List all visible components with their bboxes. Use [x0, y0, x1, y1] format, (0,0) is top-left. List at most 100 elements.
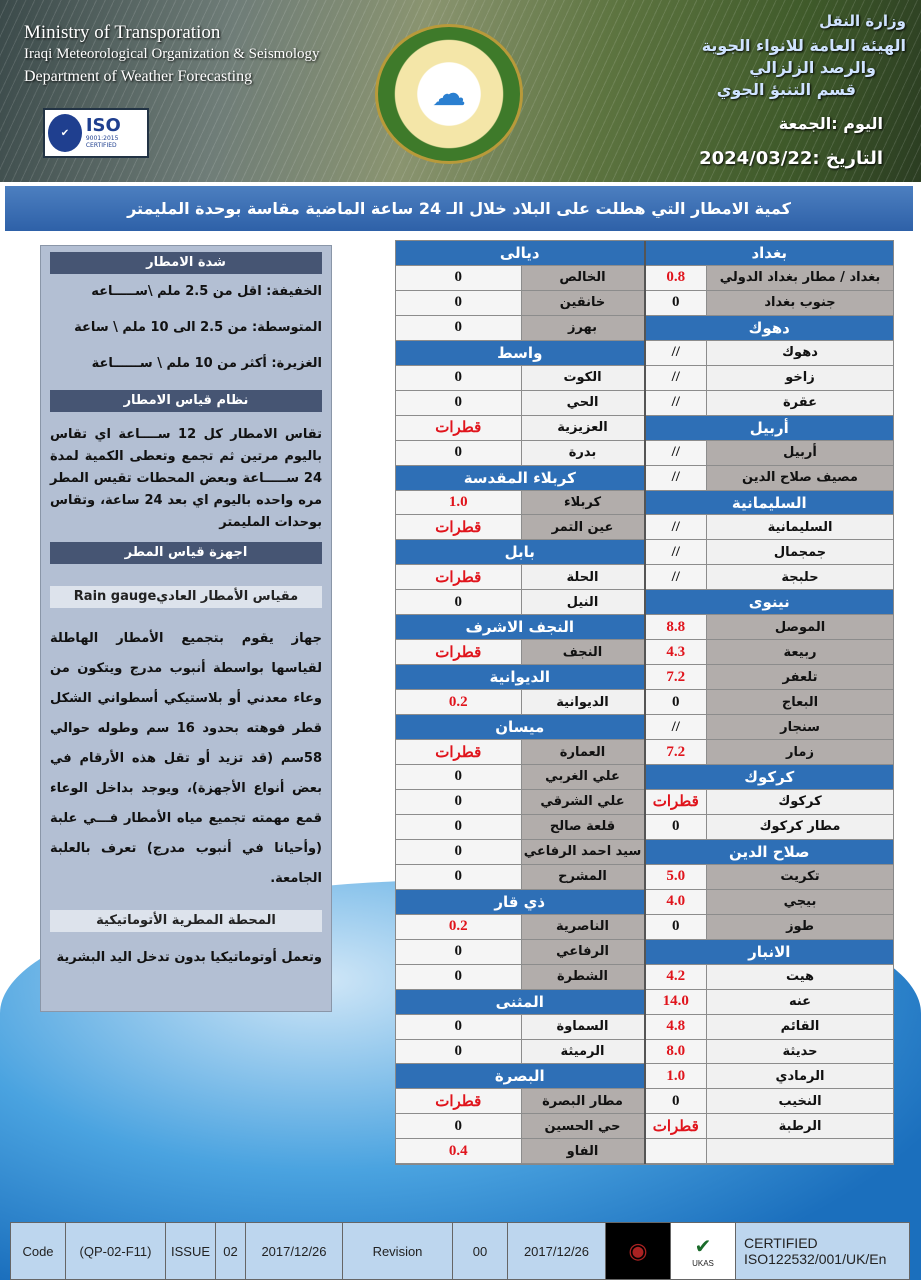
- station-name: الديوانية: [520, 690, 644, 715]
- rainfall-value: 0.2: [396, 690, 521, 715]
- station-row: الناصرية 0.2: [396, 914, 644, 940]
- station-row: الكوت 0: [396, 365, 644, 391]
- rainfall-value: 0: [645, 690, 706, 715]
- station-name: عنه: [706, 989, 893, 1014]
- table-column-left: ديالى الخالص 0 خانقين 0 بهرز 0 واسط الكوت 0 الحي 0 ا…: [396, 241, 646, 1165]
- station-name: جنوب بغداد: [706, 290, 893, 315]
- governorate-header: كركوك: [645, 765, 893, 790]
- station-row: البعاج 0: [645, 690, 893, 716]
- station-row: قلعة صالح 0: [396, 814, 644, 840]
- station-row: الموصل 8.8: [645, 615, 893, 641]
- org-ar: الهيئة العامة للانواء الجوية: [701, 36, 906, 55]
- station-name: قلعة صالح: [520, 814, 644, 839]
- day-label: اليوم :الجمعة: [778, 114, 883, 133]
- station-name: علي الشرقي: [520, 789, 644, 814]
- rainfall-value: 4.2: [645, 964, 706, 989]
- org-en: Iraqi Meteorological Organization & Seis…: [24, 46, 320, 62]
- rainfall-value: قطرات: [396, 515, 521, 540]
- rainfall-value: //: [645, 465, 706, 490]
- station-row: الرفاعي 0: [396, 939, 644, 965]
- rainfall-value: 4.0: [645, 889, 706, 914]
- organization-seal-logo: ☁: [375, 24, 523, 164]
- station-row: النجف قطرات: [396, 640, 644, 666]
- station-name: الرطبة: [706, 1114, 893, 1139]
- station-name: العزيزية: [520, 415, 644, 440]
- station-name: عين التمر: [520, 515, 644, 540]
- rainfall-value: 0: [396, 765, 521, 789]
- rainfall-value: 14.0: [645, 989, 706, 1014]
- station-name: جمجمال: [706, 540, 893, 565]
- station-row: بهرز 0: [396, 315, 644, 341]
- station-name: مطار كركوك: [706, 814, 893, 839]
- seismology-ar: والرصد الزلزالي: [749, 58, 876, 77]
- auto-station-title: المحطة المطرية الأتوماتيكية: [50, 910, 322, 932]
- station-name: القائم: [706, 1014, 893, 1039]
- station-name: طوز: [706, 914, 893, 939]
- ministry-en: Ministry of Transporation: [24, 22, 221, 43]
- station-row: بغداد / مطار بغداد الدولي 0.8: [645, 265, 893, 291]
- sun-cloud-icon: ☁: [432, 74, 466, 114]
- system-title: نظام قياس الامطار: [50, 390, 322, 412]
- station-row: بدرة 0: [396, 440, 644, 466]
- station-row: السماوة 0: [396, 1014, 644, 1040]
- devices-title: اجهزة قياس المطر: [50, 542, 322, 564]
- rainfall-value: 0.2: [396, 914, 521, 939]
- footer-revision-label: Revision: [343, 1223, 453, 1279]
- station-name: السليمانية: [706, 515, 893, 540]
- station-name: دهوك: [706, 340, 893, 365]
- station-name: البعاج: [706, 690, 893, 715]
- station-row: الديوانية 0.2: [396, 690, 644, 716]
- rainfall-value: 0: [396, 390, 521, 415]
- ukas-logo: ✔ UKAS: [671, 1223, 736, 1279]
- station-name: سيد احمد الرفاعي: [520, 839, 644, 864]
- footer-issue: 02: [216, 1223, 246, 1279]
- station-name: مصيف صلاح الدين: [706, 465, 893, 490]
- governorate-header: نينوى: [645, 590, 893, 616]
- auto-station-text: وتعمل أوتوماتيكيا بدون تدخل اليد البشرية: [56, 950, 323, 965]
- station-name: الحلة: [520, 565, 644, 590]
- rainfall-value: 0.8: [645, 265, 706, 290]
- station-name: بغداد / مطار بغداد الدولي: [706, 265, 893, 290]
- rainfall-value: 5.0: [645, 864, 706, 889]
- rainfall-value: 8.8: [645, 615, 706, 640]
- station-row: الفاو 0.4: [396, 1139, 644, 1165]
- station-row: الحي 0: [396, 390, 644, 416]
- station-name: كربلاء: [520, 490, 644, 515]
- station-name: عقرة: [706, 390, 893, 415]
- rainfall-value: 4.3: [645, 640, 706, 665]
- rainfall-value: //: [645, 540, 706, 565]
- governorate-header: السليمانية: [645, 490, 893, 516]
- certification-text: CERTIFIED ISO122532/001/UK/En: [744, 1235, 887, 1267]
- station-name: العمارة: [520, 740, 644, 765]
- station-name: [706, 1139, 893, 1164]
- station-row: عين التمر قطرات: [396, 515, 644, 541]
- dept-ar: قسم التنبؤ الجوي: [716, 80, 856, 99]
- governorate-header: ميسان: [396, 715, 644, 741]
- rainfall-value: //: [645, 715, 706, 740]
- station-name: كركوك: [706, 789, 893, 814]
- rainfall-table: ديالى الخالص 0 خانقين 0 بهرز 0 واسط الكوت 0 الحي 0 ا…: [395, 240, 894, 1165]
- governorate-header: بغداد: [645, 241, 893, 266]
- station-name: حي الحسين: [520, 1114, 644, 1139]
- station-row: النخيب 0: [645, 1089, 893, 1115]
- station-row: كربلاء 1.0: [396, 490, 644, 516]
- ministry-ar: وزارة النقل: [819, 12, 906, 30]
- station-row: عنه 14.0: [645, 989, 893, 1015]
- rainfall-value: 0: [645, 1089, 706, 1114]
- station-row: مطار البصرة قطرات: [396, 1089, 644, 1115]
- station-row: القائم 4.8: [645, 1014, 893, 1040]
- station-name: الرمادي: [706, 1064, 893, 1089]
- dept-en: Department of Weather Forecasting: [24, 68, 253, 85]
- system-text: تقاس الامطار كل 12 ســــاعة اي تقاس بالي…: [50, 427, 323, 530]
- governorate-header: المثنى: [396, 989, 644, 1015]
- rainfall-value: 1.0: [645, 1064, 706, 1089]
- intensity-light: الخفيفة: اقل من 2.5 ملم \ســـــاعه: [91, 284, 322, 299]
- station-row: خانقين 0: [396, 290, 644, 316]
- rainfall-value: //: [645, 340, 706, 365]
- governorate-header: صلاح الدين: [645, 839, 893, 865]
- station-row: المشرح 0: [396, 864, 644, 890]
- governorate-header: كربلاء المقدسة: [396, 465, 644, 491]
- footer-issue-label: ISSUE: [166, 1223, 216, 1279]
- station-name: بدرة: [520, 440, 644, 465]
- station-name: الرفاعي: [520, 939, 644, 964]
